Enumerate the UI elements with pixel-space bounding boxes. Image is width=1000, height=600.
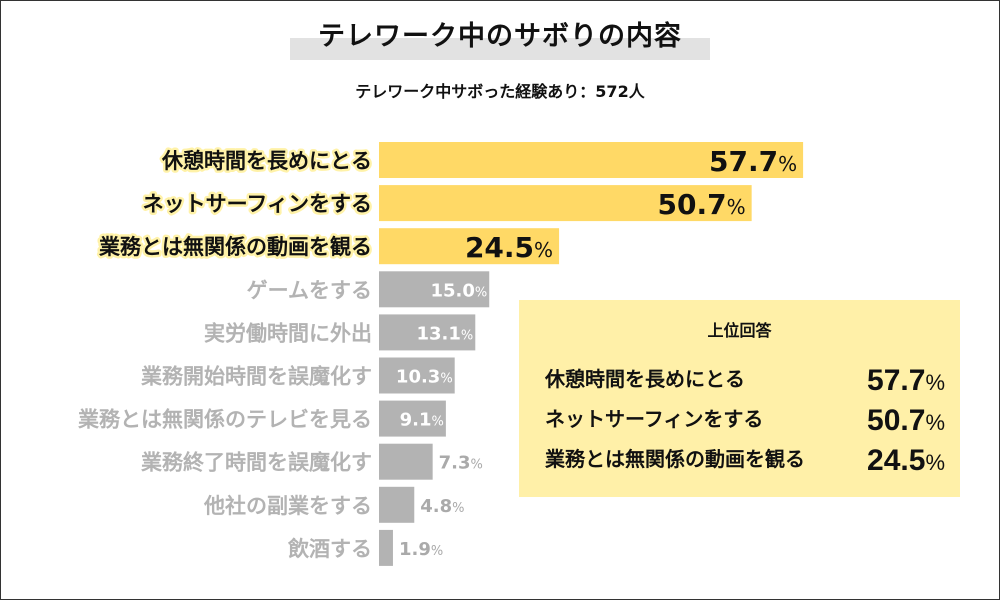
top-answer-value: 24.5%	[867, 444, 945, 478]
top-answer-value: 50.7%	[867, 404, 945, 438]
category-label: 休憩時間を長めにとる	[161, 149, 372, 173]
bar	[379, 400, 446, 437]
value-number: 7.3	[439, 453, 471, 474]
value-number: 57.7	[709, 145, 778, 178]
bar	[379, 357, 455, 394]
top-answer-label: ネットサーフィンをする	[545, 407, 764, 431]
percent-sign: %	[534, 238, 553, 262]
value-label: 24.5%	[465, 231, 553, 264]
category-label: 業務終了時間を誤魔化す	[141, 451, 372, 475]
value-number: 24.5	[465, 231, 534, 264]
top-answer-row: 業務とは無関係の動画を観る 24.5%	[545, 438, 945, 478]
value-number: 4.8	[420, 496, 452, 517]
category-label: 業務開始時間を誤魔化す	[141, 365, 372, 389]
top-answer-label: 業務とは無関係の動画を観る	[545, 447, 805, 471]
value-number: 13.1	[417, 323, 461, 344]
value-label: 7.3%	[439, 453, 483, 474]
percent-sign: %	[440, 372, 452, 387]
bar	[379, 228, 560, 265]
percent-sign: %	[778, 152, 797, 176]
bar	[379, 314, 476, 351]
value-label: 57.7%	[709, 145, 797, 178]
top-answer-number: 24.5	[867, 444, 926, 477]
value-number: 50.7	[658, 188, 727, 221]
bar	[379, 142, 804, 178]
top-answer-row: 休憩時間を長めにとる 57.7%	[545, 358, 945, 398]
percent-sign: %	[431, 544, 443, 559]
percent-sign: %	[727, 195, 746, 219]
value-label: 4.8%	[420, 496, 464, 517]
percent-sign: %	[452, 501, 464, 516]
percent-sign: %	[475, 285, 487, 300]
percent-sign: %	[925, 450, 945, 475]
category-label: 業務とは無関係のテレビを見る	[78, 408, 372, 432]
category-label: 飲酒する	[287, 537, 372, 561]
value-label: 1.9%	[399, 539, 443, 560]
top-answer-row: ネットサーフィンをする 50.7%	[545, 398, 945, 438]
bar	[379, 529, 393, 566]
value-label: 10.3%	[396, 367, 453, 388]
value-number: 10.3	[396, 367, 440, 388]
value-number: 1.9	[399, 539, 431, 560]
top-answer-label: 休憩時間を長めにとる	[545, 367, 745, 391]
top-answer-value: 57.7%	[867, 364, 945, 398]
category-label: 実労働時間に外出	[204, 321, 372, 345]
chart-title: テレワーク中のサボりの内容	[318, 21, 682, 52]
value-label: 9.1%	[400, 410, 444, 431]
category-label: ゲームをする	[247, 278, 372, 302]
bar	[379, 486, 415, 523]
percent-sign: %	[925, 410, 945, 435]
percent-sign: %	[471, 458, 483, 473]
value-number: 15.0	[430, 280, 474, 301]
title-highlight-band	[290, 38, 710, 60]
category-label: 業務とは無関係の動画を観る	[99, 235, 372, 259]
percent-sign: %	[925, 370, 945, 395]
category-label: ネットサーフィンをする	[143, 192, 372, 216]
value-label: 13.1%	[417, 323, 474, 344]
value-label: 50.7%	[658, 188, 746, 221]
top-answers-title: 上位回答	[707, 321, 772, 340]
bar	[379, 271, 490, 308]
category-label: 他社の副業をする	[203, 494, 372, 518]
top-answer-number: 57.7	[867, 364, 926, 397]
chart-subtitle: テレワーク中サボった経験あり：572人	[355, 82, 645, 101]
value-label: 15.0%	[430, 280, 487, 301]
percent-sign: %	[461, 328, 473, 343]
bar	[379, 443, 433, 480]
bar	[379, 185, 752, 222]
top-answers-box: 上位回答 休憩時間を長めにとる 57.7% ネットサーフィンをする 50.7% …	[519, 300, 960, 497]
value-number: 9.1	[400, 410, 432, 431]
percent-sign: %	[432, 415, 444, 430]
top-answer-number: 50.7	[867, 404, 926, 437]
